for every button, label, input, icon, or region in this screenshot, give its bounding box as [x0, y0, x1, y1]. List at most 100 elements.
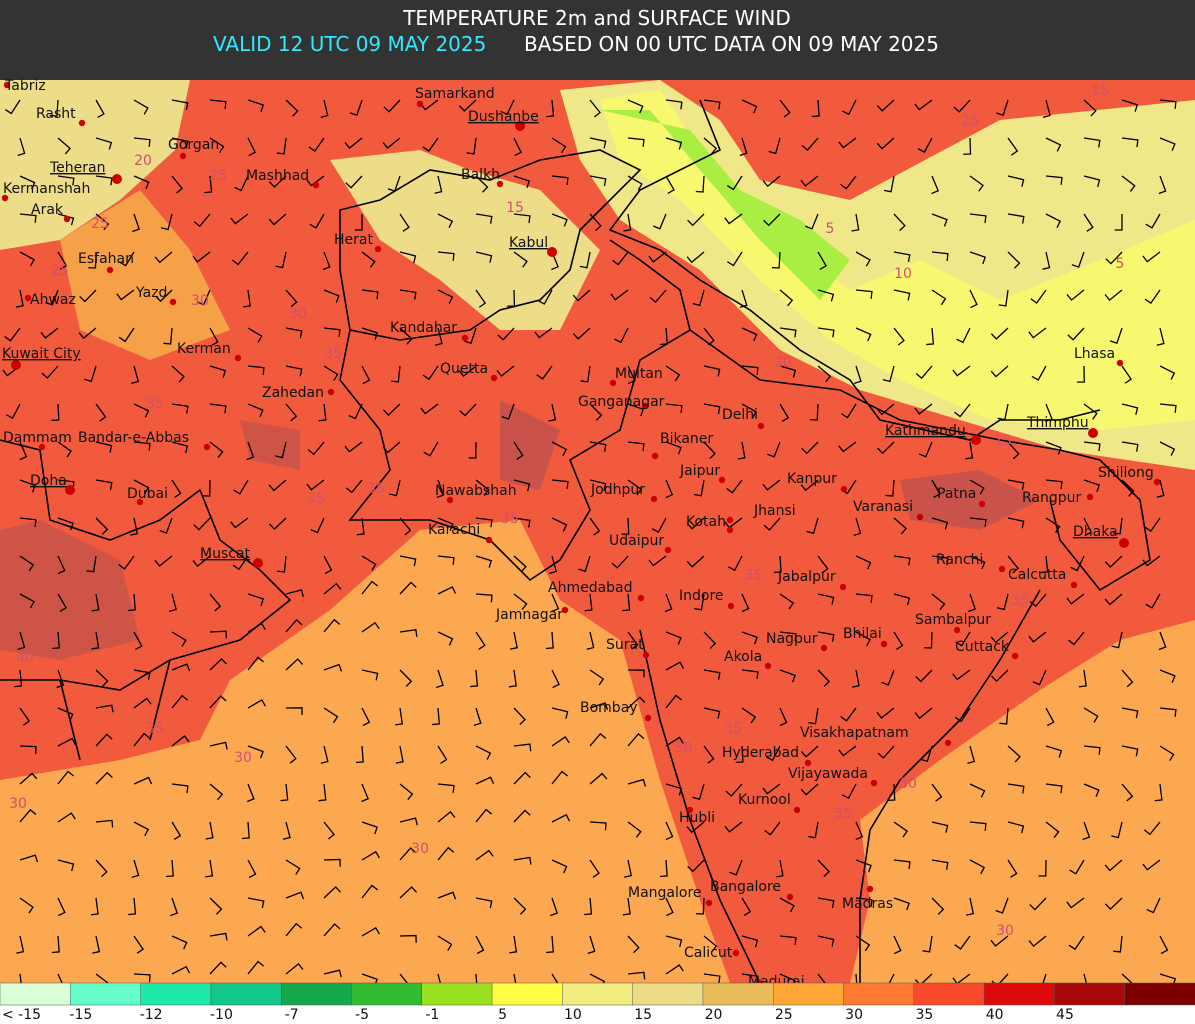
city-label: Delhi [722, 407, 758, 423]
legend-swatch [0, 982, 72, 1006]
city-label: Ganganagar [578, 394, 665, 410]
city-dot [764, 662, 772, 670]
contour-label: 15 [1091, 83, 1109, 99]
city-label: Kabul [509, 235, 548, 251]
city-dot [686, 806, 694, 814]
city-label: Jodhpur [590, 482, 645, 498]
city-dot [998, 565, 1006, 573]
city-label: Ahwaz [30, 292, 76, 308]
city-dot [840, 485, 848, 493]
city-dot [1, 194, 9, 202]
legend-label: 30 [845, 1007, 863, 1023]
city-dot [866, 885, 874, 893]
contour-label: 35 [307, 491, 325, 507]
contour-labels: 20 25 25 25 30 30 35 35 35 35 35 40 35 30 30 30 35 35 35 30… [9, 83, 1124, 939]
city-dot [515, 121, 525, 131]
contour-label: 30 [191, 293, 209, 309]
contour-label: 30 [234, 750, 252, 766]
city-label: Esfahan [78, 251, 134, 267]
temperature-field [0, 80, 1195, 983]
contour-label: 15 [506, 200, 524, 216]
contour-label: 15 [994, 433, 1012, 449]
city-dot [820, 644, 828, 652]
city-label: Kerman [177, 341, 231, 357]
city-label: Dubai [127, 486, 168, 502]
city-dot [664, 546, 672, 554]
city-dot [253, 558, 263, 568]
city-label: Herat [334, 232, 373, 248]
legend-swatch [421, 982, 493, 1006]
contour-label: 30 [996, 923, 1014, 939]
city-label: Kathmandu [885, 423, 966, 439]
legend-label: -1 [425, 1007, 439, 1023]
contour-label: 35 [744, 568, 762, 584]
city-dot [490, 374, 498, 382]
city-dot [757, 422, 765, 430]
city-label: Balkh [461, 167, 500, 183]
city-label: Rangpur [1022, 490, 1082, 506]
city-label: Hubli [679, 810, 715, 826]
city-dot [880, 640, 888, 648]
city-label: Surat [606, 637, 644, 653]
city-dot [374, 245, 382, 253]
city-dot [839, 583, 847, 591]
contour-label: 35 [146, 396, 164, 412]
contour-label: 20 [774, 355, 792, 371]
city-label: Calcutta [1008, 567, 1066, 583]
city-label: Zahedan [262, 385, 324, 401]
contour-label: 35 [324, 346, 342, 362]
legend-label: -10 [210, 1007, 233, 1023]
contour-label: 35 [724, 721, 742, 737]
city-label: Bandar-e-Abbas [78, 430, 189, 446]
contour-label: 30 [899, 776, 917, 792]
legend-label: -12 [140, 1007, 163, 1023]
city-label: Varanasi [853, 499, 913, 515]
city-dot [1116, 359, 1124, 367]
city-label: Gorgan [168, 137, 219, 153]
contour-label: 30 [411, 841, 429, 857]
city-label: Kermanshah [3, 181, 90, 197]
city-dot [561, 606, 569, 614]
city-label: Kotah [686, 514, 726, 530]
contour-label: 25 [961, 113, 979, 129]
city-label: Samarkand [415, 86, 495, 102]
contour-label: 25 [51, 263, 69, 279]
city-dot [793, 806, 801, 814]
city-dot [136, 498, 144, 506]
legend-swatch [491, 982, 564, 1006]
city-label: Kuwait City [2, 346, 81, 362]
city-label: Kurnool [738, 792, 791, 808]
city-label: Quetta [440, 361, 488, 377]
city-dot [3, 81, 11, 89]
city-dot [179, 152, 187, 160]
city-label: Bangalore [710, 879, 781, 895]
city-dot [916, 513, 924, 521]
city-label: Dhaka [1073, 524, 1118, 540]
city-label: Bikaner [660, 431, 713, 447]
legend-label: 35 [915, 1007, 933, 1023]
legend-swatch [280, 982, 353, 1006]
city-label: Nawabshah [435, 483, 517, 499]
contour-label: 40 [16, 650, 34, 666]
city-label: Indore [679, 588, 724, 604]
city-label: Udaipur [609, 533, 664, 549]
city-label: Jhansi [753, 503, 796, 519]
legend-label: 10 [564, 1007, 582, 1023]
city-dot [644, 714, 652, 722]
city-dot [804, 759, 812, 767]
legend-swatch [70, 982, 142, 1006]
legend-swatch [562, 982, 634, 1006]
city-label: Jabalpur [777, 569, 836, 585]
city-label: Teheran [49, 160, 105, 176]
contour-label: 20 [134, 153, 152, 169]
legend: < -15 -15 -12 -10 -7 -5 -1 5 10 15 20 25 30 35 40 45 [0, 982, 1195, 1023]
legend-label: -5 [355, 1007, 369, 1023]
legend-swatch [913, 982, 985, 1006]
city-label: Muscat [200, 546, 251, 562]
legend-label: 45 [1056, 1007, 1074, 1023]
city-label: Akola [724, 649, 762, 665]
city-dot [705, 899, 713, 907]
legend-label: 40 [986, 1007, 1004, 1023]
city-label: Sambalpur [915, 612, 991, 628]
